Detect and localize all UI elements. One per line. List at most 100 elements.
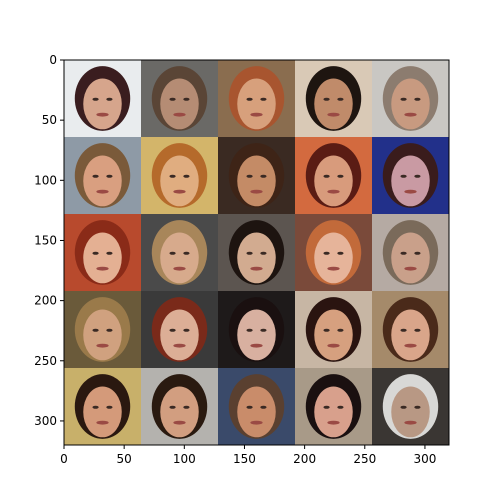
eye-left <box>323 328 330 332</box>
eye-right <box>106 405 113 409</box>
eye-right <box>260 174 267 178</box>
eye-left <box>169 405 176 409</box>
mouth <box>96 112 109 117</box>
axes-frame <box>63 59 450 446</box>
y-tick-label: 100 <box>34 173 57 187</box>
eye-left <box>246 97 253 101</box>
face-man-glasses <box>64 137 142 215</box>
eye-left <box>169 97 176 101</box>
eye-right <box>337 251 344 255</box>
face-shape <box>314 309 353 361</box>
face-blurred-person <box>372 214 449 292</box>
eye-right <box>337 328 344 332</box>
face-shape <box>160 309 199 361</box>
face-shape <box>83 78 122 130</box>
eye-left <box>92 251 99 255</box>
mouth <box>404 189 417 194</box>
face-brunette-woman <box>218 137 296 215</box>
face-dark-bangs-woman <box>64 60 142 138</box>
face-shape <box>83 309 122 361</box>
eye-left <box>246 405 253 409</box>
face-shape <box>391 309 430 361</box>
y-tick-label: 300 <box>34 414 57 428</box>
face-older-woman <box>64 291 142 369</box>
eye-left <box>169 251 176 255</box>
eye-right <box>106 328 113 332</box>
y-tick-label: 250 <box>34 354 57 368</box>
face-shape <box>391 155 430 207</box>
face-shape <box>314 78 353 130</box>
mouth <box>250 343 263 348</box>
eye-right <box>337 174 344 178</box>
eye-right <box>106 97 113 101</box>
eye-right <box>260 251 267 255</box>
face-dark-hair-man <box>295 60 373 138</box>
eye-left <box>400 405 407 409</box>
eye-left <box>400 174 407 178</box>
face-older-man-smiling <box>372 60 449 138</box>
mouth <box>327 189 340 194</box>
eye-right <box>337 405 344 409</box>
mouth <box>173 112 186 117</box>
face-man-short-hair <box>141 60 219 138</box>
mouth <box>96 266 109 271</box>
face-shape <box>237 309 276 361</box>
mouth <box>404 112 417 117</box>
face-man-suit <box>141 368 219 445</box>
face-shape <box>83 155 122 207</box>
eye-right <box>183 405 190 409</box>
face-shape <box>314 232 353 284</box>
y-tick-label: 50 <box>42 113 57 127</box>
eye-right <box>260 97 267 101</box>
eye-right <box>414 405 421 409</box>
face-man-red-tie <box>218 368 296 445</box>
eye-right <box>183 174 190 178</box>
face-woman-dark-hair <box>295 291 373 369</box>
eye-left <box>400 328 407 332</box>
face-man-dark-bg <box>218 291 296 369</box>
face-shape <box>160 386 199 438</box>
eye-right <box>260 405 267 409</box>
eye-left <box>169 328 176 332</box>
eye-left <box>246 328 253 332</box>
mouth <box>173 343 186 348</box>
mouth <box>250 420 263 425</box>
face-red-hair-woman <box>295 137 373 215</box>
mouth <box>173 420 186 425</box>
face-shape <box>391 386 430 438</box>
face-strawberry-woman <box>295 214 373 292</box>
face-woman-black-hair <box>295 368 373 445</box>
mouth <box>96 420 109 425</box>
face-woman-red-bangs <box>141 291 219 369</box>
eye-right <box>414 97 421 101</box>
eye-left <box>169 174 176 178</box>
face-woman-long-dark-hair <box>64 368 142 445</box>
face-shape <box>391 78 430 130</box>
y-axis: 0 50 100 150 200 250 300 <box>34 53 64 428</box>
eye-right <box>414 328 421 332</box>
eye-left <box>92 328 99 332</box>
face-blonde-woman <box>141 137 219 215</box>
mouth <box>327 112 340 117</box>
eye-right <box>414 174 421 178</box>
face-shape <box>160 232 199 284</box>
x-tick-label: 50 <box>117 452 132 466</box>
mouth <box>96 189 109 194</box>
mouth <box>404 266 417 271</box>
x-tick-label: 200 <box>293 452 316 466</box>
face-dark-hair-man-2 <box>218 214 296 292</box>
eye-right <box>260 328 267 332</box>
x-tick-label: 300 <box>413 452 436 466</box>
eye-right <box>183 251 190 255</box>
face-shape <box>237 78 276 130</box>
y-tick-label: 200 <box>34 294 57 308</box>
mouth <box>96 343 109 348</box>
face-woman-smiling <box>372 291 449 369</box>
face-blond-man <box>141 214 219 292</box>
x-tick-label: 250 <box>353 452 376 466</box>
eye-right <box>106 174 113 178</box>
eye-right <box>337 97 344 101</box>
eye-right <box>414 251 421 255</box>
eye-left <box>92 405 99 409</box>
